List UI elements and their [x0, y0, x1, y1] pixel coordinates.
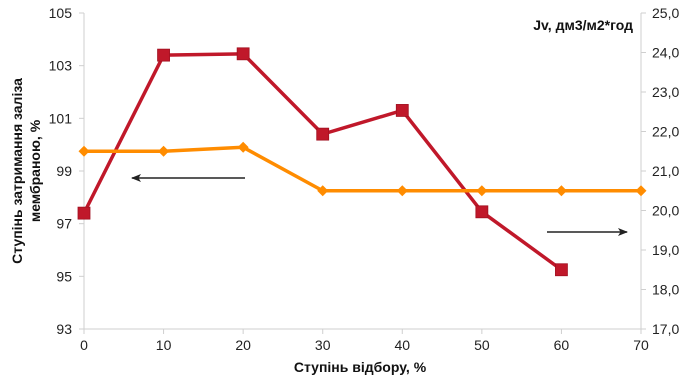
axes [79, 12, 646, 334]
series-2-point [158, 145, 170, 157]
series-1-line [82, 52, 563, 272]
series-2-point [635, 185, 647, 197]
series-1-point [316, 127, 330, 141]
series-2-point [237, 141, 249, 153]
left-axis-tick-label: 99 [56, 163, 72, 179]
series-1-point [555, 263, 568, 277]
x-axis-tick-label: 70 [633, 337, 649, 353]
left-axis-title: Ступінь затримання заліза мембраною, % [9, 78, 43, 264]
right-axis-tick-label: 19,0 [652, 242, 679, 258]
left-axis-tick-label: 101 [49, 110, 73, 126]
series-2-line [84, 145, 641, 193]
series-2-point [476, 185, 488, 197]
right-axis-tick-label: 17,0 [652, 321, 679, 337]
left-axis-tick-label: 95 [56, 268, 72, 284]
x-axis-tick-label: 0 [80, 337, 88, 353]
right-axis-tick-label: 22,0 [652, 124, 679, 140]
series-1-point [395, 104, 409, 117]
x-axis-tick-label: 50 [474, 337, 490, 353]
left-axis-tick-label: 105 [49, 5, 73, 21]
left-axis-tick-label: 93 [56, 321, 72, 337]
series-2-point [78, 145, 90, 157]
series-2-point [396, 185, 408, 197]
series-1-point [475, 205, 489, 219]
labels-layer: 93 95 97 99 101 103 105 17,0 18,0 19,0 20,0 21,0 22,… [49, 5, 680, 353]
right-axis-tick-label: 25,0 [652, 5, 679, 21]
right-axis-tick-label: 24,0 [652, 45, 679, 61]
left-axis-tick-label: 103 [49, 58, 73, 74]
series-layer [77, 47, 647, 277]
left-axis-title-line-2: мембраною, % [27, 119, 43, 222]
series-2-point [555, 185, 567, 197]
x-axis-tick-label: 20 [235, 337, 251, 353]
series-1-point [77, 206, 91, 220]
right-axis-tick-label: 23,0 [652, 84, 679, 100]
right-axis-tick-label: 21,0 [652, 163, 679, 179]
x-axis-tick-label: 40 [394, 337, 410, 353]
series-1-point [157, 48, 170, 62]
series-1-point [236, 47, 250, 61]
x-axis-title: Ступінь відбору, % [294, 359, 427, 375]
right-axis-tick-label: 20,0 [652, 203, 679, 219]
series-2-point [317, 185, 329, 197]
x-axis-tick-label: 30 [315, 337, 331, 353]
left-axis-title-line-1: Ступінь затримання заліза [9, 78, 25, 264]
left-axis-tick-label: 97 [56, 216, 72, 232]
x-axis-tick-label: 60 [554, 337, 570, 353]
right-axis-title: Jv, дм3/м2*год [533, 17, 633, 33]
right-axis-tick-label: 18,0 [652, 282, 679, 298]
x-axis-tick-label: 10 [156, 337, 172, 353]
